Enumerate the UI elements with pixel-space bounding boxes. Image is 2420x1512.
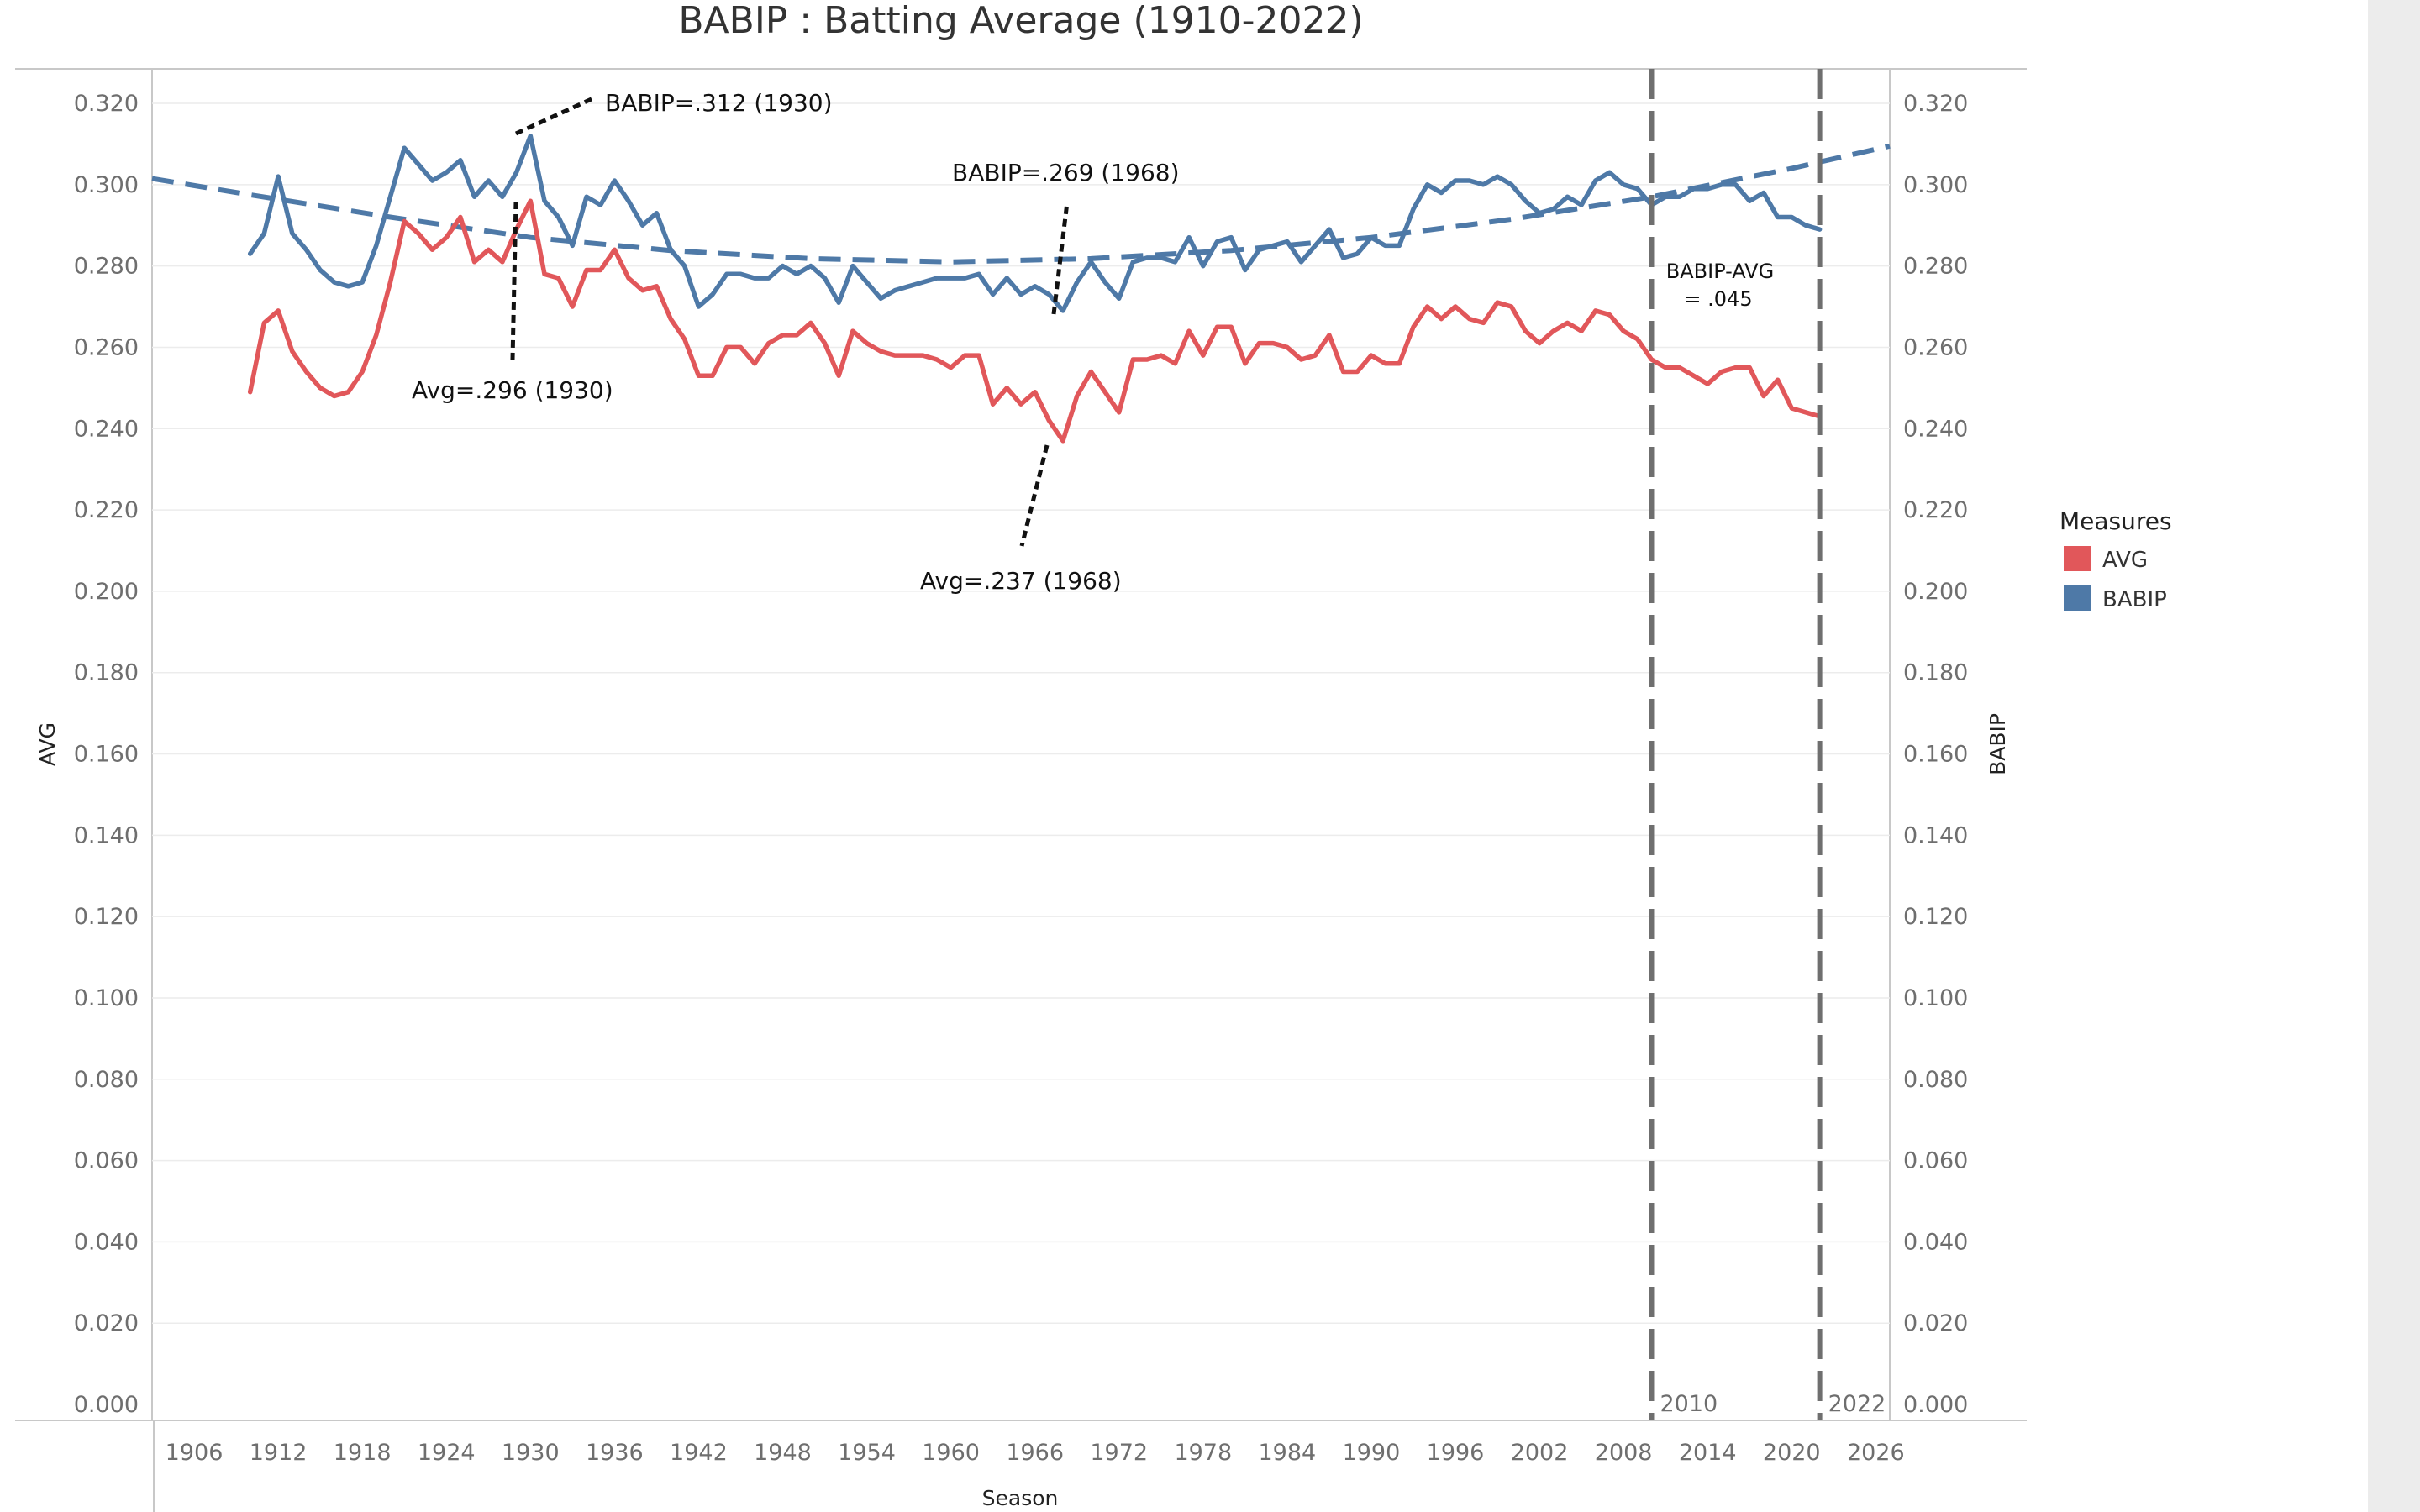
x-tick-2020: 2020 bbox=[1763, 1440, 1821, 1466]
annotation-babip-1930: BABIP=.312 (1930) bbox=[605, 89, 833, 117]
x-tick-2014: 2014 bbox=[1679, 1440, 1737, 1466]
legend-swatch-avg[interactable] bbox=[2064, 546, 2091, 571]
y-tick-left-0.220: 0.220 bbox=[74, 497, 139, 523]
legend-swatch-babip[interactable] bbox=[2064, 585, 2091, 611]
y-tick-right-0.300: 0.300 bbox=[1903, 172, 1968, 198]
x-tick-labels: 1906 1912 1918 1924 1930 1936 1942 1948 1954 1960… bbox=[166, 1440, 1905, 1466]
x-tick-1960: 1960 bbox=[922, 1440, 980, 1466]
y-tick-left-0.320: 0.320 bbox=[74, 91, 139, 117]
chart-title: BABIP : Batting Average (1910-2022) bbox=[678, 0, 1363, 42]
x-tick-2026: 2026 bbox=[1847, 1440, 1905, 1466]
x-tick-1996: 1996 bbox=[1427, 1440, 1485, 1466]
babip-series-line[interactable] bbox=[247, 133, 1823, 313]
y-tick-right-0.040: 0.040 bbox=[1903, 1229, 1968, 1255]
y-tick-right-0.120: 0.120 bbox=[1903, 904, 1968, 930]
y-tick-right-0.060: 0.060 bbox=[1903, 1148, 1968, 1174]
x-tick-1906: 1906 bbox=[166, 1440, 224, 1466]
y-tick-left-0.240: 0.240 bbox=[74, 416, 139, 442]
y-tick-left-0.080: 0.080 bbox=[74, 1067, 139, 1093]
annotation-avg-1968: Avg=.237 (1968) bbox=[920, 567, 1122, 595]
y-tick-right-0.100: 0.100 bbox=[1903, 985, 1968, 1011]
y-tick-left-0.160: 0.160 bbox=[74, 742, 139, 768]
x-tick-1936: 1936 bbox=[586, 1440, 644, 1466]
x-tick-1912: 1912 bbox=[250, 1440, 308, 1466]
annotation-babip-1968: BABIP=.269 (1968) bbox=[952, 159, 1180, 186]
y-axis-title-left: AVG bbox=[35, 722, 60, 766]
avg-series-line[interactable] bbox=[247, 198, 1823, 444]
y-tick-left-0.180: 0.180 bbox=[74, 660, 139, 686]
leader-babip-1968 bbox=[1051, 202, 1070, 315]
y-tick-right-0.320: 0.320 bbox=[1903, 91, 1968, 117]
annotation-avg-1930: Avg=.296 (1930) bbox=[412, 376, 613, 404]
x-tick-1918: 1918 bbox=[334, 1440, 392, 1466]
x-tick-1990: 1990 bbox=[1343, 1440, 1401, 1466]
y-tick-left-0.140: 0.140 bbox=[74, 822, 139, 848]
x-tick-1954: 1954 bbox=[838, 1440, 896, 1466]
legend-label-avg[interactable]: AVG bbox=[2102, 548, 2148, 573]
babip-trend-line bbox=[151, 143, 1891, 265]
y-tick-left-0.260: 0.260 bbox=[74, 334, 139, 360]
right-y-tick-labels: 0.000 0.020 0.040 0.060 0.080 0.100 0.120 0.140… bbox=[1903, 91, 1968, 1418]
y-tick-right-0.220: 0.220 bbox=[1903, 497, 1968, 523]
leader-babip-1930 bbox=[514, 96, 595, 136]
left-y-tick-labels: 0.000 0.020 0.040 0.060 0.080 0.100 0.120 0.140… bbox=[74, 91, 139, 1418]
legend-title: Measures bbox=[2060, 507, 2172, 535]
y-tick-left-0.100: 0.100 bbox=[74, 985, 139, 1011]
x-tick-1948: 1948 bbox=[754, 1440, 812, 1466]
right-gray-strip bbox=[2368, 0, 2420, 1512]
y-tick-right-0.260: 0.260 bbox=[1903, 334, 1968, 360]
y-tick-right-0.160: 0.160 bbox=[1903, 742, 1968, 768]
y-tick-left-0.000: 0.000 bbox=[74, 1392, 139, 1418]
y-tick-right-0.280: 0.280 bbox=[1903, 254, 1968, 280]
y-tick-right-0.200: 0.200 bbox=[1903, 579, 1968, 605]
leader-avg-1968 bbox=[1019, 444, 1050, 547]
x-tick-2002: 2002 bbox=[1511, 1440, 1569, 1466]
y-axis-title-right: BABIP bbox=[1986, 713, 2010, 775]
x-tick-1984: 1984 bbox=[1259, 1440, 1317, 1466]
x-tick-1942: 1942 bbox=[670, 1440, 728, 1466]
gridlines bbox=[152, 102, 1890, 1324]
y-tick-right-0.140: 0.140 bbox=[1903, 822, 1968, 848]
x-tick-1924: 1924 bbox=[418, 1440, 476, 1466]
y-tick-left-0.060: 0.060 bbox=[74, 1148, 139, 1174]
y-tick-right-0.080: 0.080 bbox=[1903, 1067, 1968, 1093]
legend: Measures AVG BABIP bbox=[2060, 507, 2172, 612]
reference-label-2022: 2022 bbox=[1828, 1391, 1886, 1417]
y-tick-right-0.180: 0.180 bbox=[1903, 660, 1968, 686]
y-tick-left-0.300: 0.300 bbox=[74, 172, 139, 198]
x-tick-1930: 1930 bbox=[502, 1440, 560, 1466]
x-tick-1978: 1978 bbox=[1174, 1440, 1232, 1466]
x-tick-1966: 1966 bbox=[1006, 1440, 1064, 1466]
x-axis-title: Season bbox=[982, 1486, 1059, 1510]
y-tick-left-0.040: 0.040 bbox=[74, 1229, 139, 1255]
annotation-babip-avg-gap-label: BABIP-AVG bbox=[1666, 260, 1774, 283]
reference-label-2010: 2010 bbox=[1660, 1391, 1718, 1417]
y-tick-left-0.120: 0.120 bbox=[74, 904, 139, 930]
annotation-leaders bbox=[510, 96, 1070, 547]
y-tick-left-0.200: 0.200 bbox=[74, 579, 139, 605]
y-tick-right-0.000: 0.000 bbox=[1903, 1392, 1968, 1418]
legend-label-babip[interactable]: BABIP bbox=[2102, 587, 2167, 612]
y-tick-left-0.280: 0.280 bbox=[74, 254, 139, 280]
x-tick-1972: 1972 bbox=[1090, 1440, 1148, 1466]
y-tick-right-0.020: 0.020 bbox=[1903, 1310, 1968, 1336]
leader-avg-1930 bbox=[510, 201, 518, 360]
y-tick-right-0.240: 0.240 bbox=[1903, 416, 1968, 442]
x-tick-2008: 2008 bbox=[1595, 1440, 1653, 1466]
y-tick-left-0.020: 0.020 bbox=[74, 1310, 139, 1336]
annotation-babip-avg-gap-value: = .045 bbox=[1684, 287, 1752, 311]
